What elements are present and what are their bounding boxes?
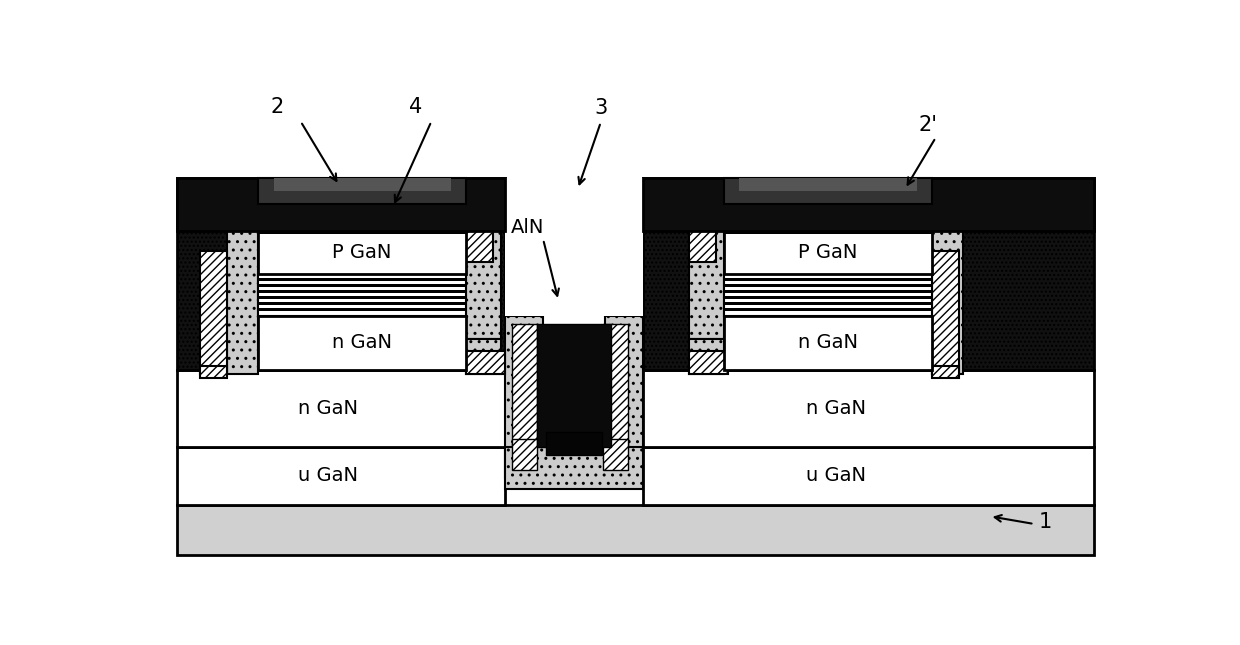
Bar: [177, 177, 505, 370]
Bar: [177, 370, 505, 447]
Bar: [201, 366, 227, 378]
Bar: [258, 303, 466, 305]
Text: n GaN: n GaN: [806, 399, 866, 418]
Bar: [201, 251, 227, 374]
Bar: [689, 232, 717, 263]
Bar: [512, 324, 537, 447]
Text: 3: 3: [594, 98, 608, 118]
Bar: [689, 232, 724, 339]
Text: P GaN: P GaN: [799, 243, 858, 263]
Text: u GaN: u GaN: [806, 466, 866, 485]
Text: n GaN: n GaN: [332, 333, 392, 352]
Bar: [724, 316, 932, 370]
Bar: [177, 505, 1094, 555]
Bar: [512, 439, 537, 470]
Bar: [258, 277, 466, 281]
Text: P GaN: P GaN: [332, 243, 392, 263]
Bar: [258, 290, 466, 293]
Bar: [258, 177, 466, 204]
Bar: [724, 296, 932, 299]
Bar: [603, 324, 627, 447]
Bar: [505, 177, 644, 316]
Bar: [258, 232, 466, 273]
Bar: [724, 232, 932, 235]
Bar: [644, 370, 1094, 447]
Bar: [689, 351, 728, 374]
Bar: [466, 351, 505, 374]
Text: 2': 2': [919, 115, 937, 135]
Bar: [644, 177, 1094, 232]
Bar: [227, 232, 258, 374]
Bar: [644, 177, 1094, 370]
Bar: [932, 251, 959, 374]
Bar: [932, 366, 959, 378]
Text: AlN: AlN: [511, 218, 544, 237]
Bar: [724, 284, 932, 287]
Bar: [177, 447, 505, 505]
Text: 1: 1: [1039, 513, 1052, 533]
Bar: [689, 339, 724, 374]
Text: n GaN: n GaN: [298, 399, 357, 418]
Bar: [258, 273, 466, 316]
Bar: [739, 177, 916, 192]
Bar: [466, 339, 501, 374]
Bar: [603, 439, 627, 470]
Bar: [258, 308, 466, 312]
Bar: [724, 277, 932, 281]
Bar: [258, 232, 466, 235]
Bar: [258, 296, 466, 299]
Bar: [724, 290, 932, 293]
Bar: [724, 273, 932, 316]
Bar: [505, 447, 644, 490]
Bar: [466, 232, 494, 263]
Bar: [505, 316, 543, 478]
Bar: [605, 316, 644, 478]
Bar: [724, 232, 932, 273]
Bar: [546, 432, 601, 455]
Bar: [258, 284, 466, 287]
Text: u GaN: u GaN: [298, 466, 357, 485]
Bar: [724, 303, 932, 305]
Bar: [274, 177, 450, 192]
Bar: [724, 177, 932, 204]
Bar: [537, 324, 611, 447]
Text: 2: 2: [270, 97, 284, 117]
Bar: [466, 232, 501, 339]
Bar: [932, 232, 962, 374]
Bar: [644, 447, 1094, 505]
Text: 4: 4: [409, 97, 423, 117]
Text: n GaN: n GaN: [799, 333, 858, 352]
Bar: [724, 308, 932, 312]
Bar: [258, 316, 466, 370]
Bar: [177, 177, 505, 232]
